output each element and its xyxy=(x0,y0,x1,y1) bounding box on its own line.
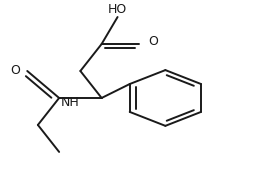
Text: HO: HO xyxy=(108,3,127,16)
Text: NH: NH xyxy=(60,96,79,109)
Text: O: O xyxy=(11,64,21,77)
Text: O: O xyxy=(148,35,158,48)
